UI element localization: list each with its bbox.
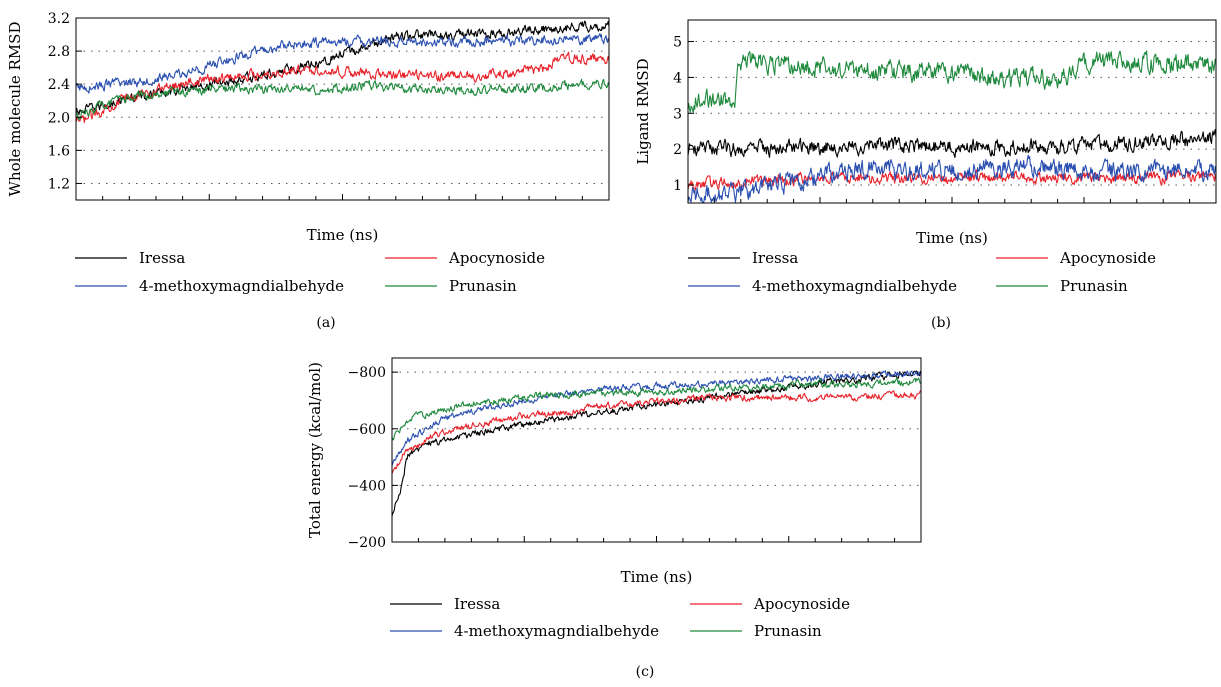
legend-item: Iressa bbox=[390, 595, 500, 613]
y-tick-label: −800 bbox=[348, 365, 386, 381]
y-tick-label: −600 bbox=[348, 422, 386, 438]
legend-label: Apocynoside bbox=[448, 249, 545, 267]
legend-item: Iressa bbox=[688, 249, 798, 267]
y-tick-label: 2.4 bbox=[48, 77, 70, 93]
legend-item: Apocynoside bbox=[385, 249, 545, 267]
series-line-iressa bbox=[687, 128, 1217, 159]
series-line-apocynoside bbox=[75, 51, 610, 123]
y-tick-label: −200 bbox=[348, 535, 386, 551]
legend-label: Apocynoside bbox=[1059, 249, 1156, 267]
y-tick-label: 2.0 bbox=[48, 110, 70, 126]
legend-item: Apocynoside bbox=[996, 249, 1156, 267]
y-tick-label: 4 bbox=[673, 70, 682, 86]
y-axis-label: Whole molecule RMSD bbox=[6, 22, 24, 197]
series-line-iressa bbox=[75, 20, 610, 116]
legend-label: Prunasin bbox=[754, 622, 822, 640]
series-line-4-methoxymagndialbehyde bbox=[687, 154, 1217, 203]
y-tick-label: 1.6 bbox=[48, 143, 70, 159]
legend-item: 4-methoxymagndialbehyde bbox=[688, 277, 957, 295]
legend-item: Prunasin bbox=[996, 277, 1128, 295]
y-axis-label: Ligand RMSD bbox=[634, 58, 652, 164]
legend-item: Apocynoside bbox=[690, 595, 850, 613]
y-axis-label: Total energy (kcal/mol) bbox=[306, 362, 324, 538]
chart-panel-c: −800 −600 −400 −200 Time (ns) Total energy (k… bbox=[306, 357, 922, 680]
legend-item: 4-methoxymagndialbehyde bbox=[75, 277, 344, 295]
legend-label: 4-methoxymagndialbehyde bbox=[454, 622, 659, 640]
series-line-prunasin bbox=[75, 78, 610, 121]
y-tick-label: 1.2 bbox=[48, 176, 70, 192]
plot-frame bbox=[687, 19, 1217, 204]
y-tick-label: 3 bbox=[673, 106, 682, 122]
x-axis-label: Time (ns) bbox=[916, 229, 988, 247]
legend-label: Prunasin bbox=[449, 277, 517, 295]
series-line-iressa bbox=[391, 370, 922, 517]
chart-panel-b: 1 2 3 4 5 Time (ns) Ligand RMSD Iressa 4-methoxy… bbox=[634, 19, 1217, 331]
legend-label: Prunasin bbox=[1060, 277, 1128, 295]
legend-label: Iressa bbox=[752, 249, 798, 267]
x-axis-label: Time (ns) bbox=[621, 568, 693, 586]
series-line-apocynoside bbox=[391, 390, 922, 474]
x-axis-label: Time (ns) bbox=[307, 226, 379, 244]
legend-label: Apocynoside bbox=[753, 595, 850, 613]
panel-label: (b) bbox=[931, 315, 951, 331]
legend-label: 4-methoxymagndialbehyde bbox=[752, 277, 957, 295]
y-tick-label: 1 bbox=[673, 178, 682, 194]
series-line-prunasin bbox=[391, 377, 922, 441]
legend-item: 4-methoxymagndialbehyde bbox=[390, 622, 659, 640]
panel-label: (a) bbox=[316, 315, 335, 331]
legend-item: Prunasin bbox=[385, 277, 517, 295]
chart-panel-a: 1.2 1.6 2.0 2.4 2.8 3.2 Time (ns) Whole molecul… bbox=[6, 11, 610, 331]
series-line-4-methoxymagndialbehyde bbox=[75, 33, 610, 94]
series-line-4-methoxymagndialbehyde bbox=[391, 370, 922, 466]
legend-item: Iressa bbox=[75, 249, 185, 267]
y-tick-label: 2.8 bbox=[48, 44, 70, 60]
y-tick-label: 5 bbox=[673, 35, 682, 51]
y-tick-label: 3.2 bbox=[48, 11, 70, 27]
series-line-prunasin bbox=[687, 50, 1217, 113]
y-tick-label: −400 bbox=[348, 478, 386, 494]
y-tick-label: 2 bbox=[673, 142, 682, 158]
legend-label: Iressa bbox=[139, 249, 185, 267]
legend-label: 4-methoxymagndialbehyde bbox=[139, 277, 344, 295]
legend-label: Iressa bbox=[454, 595, 500, 613]
plot-frame bbox=[75, 17, 610, 201]
panel-label: (c) bbox=[636, 664, 655, 680]
legend-item: Prunasin bbox=[690, 622, 822, 640]
